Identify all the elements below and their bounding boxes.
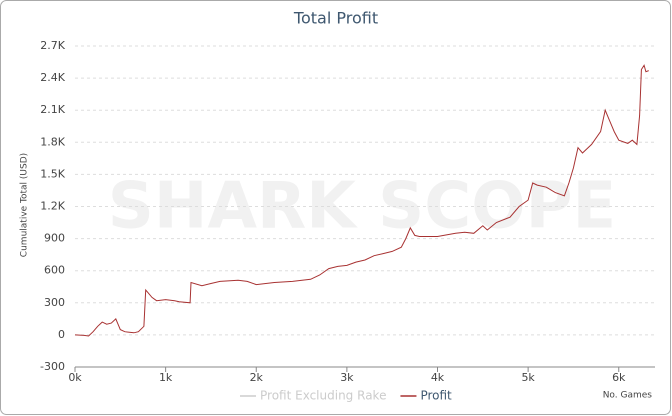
y-tick-label: 2.7K [40,39,65,52]
y-axis-label: Cumulative Total (USD) [20,153,30,257]
line [74,64,649,337]
x-tick-label: 2k [250,371,264,384]
y-tick-label: 2.1K [40,103,65,116]
x-tick-label: 6k [612,371,626,384]
legend-label: Profit Excluding Rake [260,389,386,403]
x-tick-label: 1k [159,371,173,384]
x-tick-label: 5k [521,371,535,384]
y-tick-label: 0 [58,328,65,341]
x-tick-label: 0k [68,371,82,384]
legend-label: Profit [420,389,452,403]
y-tick-label: 2.4K [40,71,65,84]
chart-title: Total Profit [293,9,378,28]
y-tick-label: 600 [44,264,65,277]
y-tick-label: 300 [44,296,65,309]
x-axis-label: No. Games [603,391,653,401]
x-tick-label: 4k [431,371,445,384]
y-tick-label: 900 [44,232,65,245]
y-tick-label: 1.5K [40,167,65,180]
y-tick-label: 1.8K [40,135,65,148]
y-tick-label: -300 [40,360,65,373]
y-tick-label: 1.2K [40,200,65,213]
x-tick-label: 3k [340,371,354,384]
